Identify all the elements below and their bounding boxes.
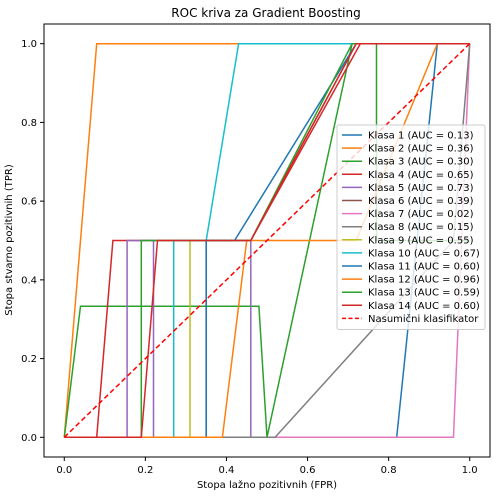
x-tick-label: 1.0	[462, 465, 478, 476]
legend-entry-2: Klasa 2 (AUC = 0.36)	[368, 144, 474, 155]
legend-entry-5: Klasa 5 (AUC = 0.73)	[368, 183, 474, 194]
legend: Klasa 1 (AUC = 0.13) Klasa 2 (AUC = 0.36)…	[336, 124, 486, 330]
legend-entry-14: Klasa 14 (AUC = 0.60)	[368, 301, 480, 312]
legend-entry-1: Klasa 1 (AUC = 0.13)	[368, 131, 474, 142]
y-tick-label: 0.8	[21, 118, 37, 129]
legend-entry-10: Klasa 10 (AUC = 0.67)	[368, 248, 480, 259]
chart-title: ROC kriva za Gradient Boosting	[171, 6, 360, 20]
x-tick-label: 0.0	[56, 465, 72, 476]
y-axis-label: Stopa stvarno pozitivnih (TPR)	[4, 164, 15, 316]
legend-entry-6: Klasa 6 (AUC = 0.39)	[368, 196, 474, 207]
x-axis-label: Stopa lažno pozitivnih (FPR)	[197, 479, 337, 491]
legend-entry-8: Klasa 8 (AUC = 0.15)	[368, 222, 474, 233]
y-tick-label: 0.0	[21, 433, 37, 444]
plot-frame	[43, 23, 491, 458]
y-tick-label: 1.0	[21, 39, 37, 50]
legend-entry-7: Klasa 7 (AUC = 0.02)	[368, 209, 474, 220]
x-tick-label: 0.8	[381, 465, 397, 476]
legend-box	[336, 124, 486, 330]
legend-entry-4: Klasa 4 (AUC = 0.65)	[368, 170, 474, 181]
series-line-14	[64, 42, 470, 439]
x-tick-label: 0.6	[300, 465, 316, 476]
legend-entry-13: Klasa 13 (AUC = 0.59)	[368, 288, 480, 299]
legend-entry-12: Klasa 12 (AUC = 0.96)	[368, 275, 480, 286]
legend-entry-9: Klasa 9 (AUC = 0.55)	[368, 235, 474, 246]
y-tick-label: 0.4	[21, 275, 37, 286]
y-tick-label: 0.6	[21, 197, 37, 208]
y-tick-label: 0.2	[21, 354, 37, 365]
legend-entry-15: Nasumični klasifikator	[368, 313, 479, 325]
legend-entry-11: Klasa 11 (AUC = 0.60)	[368, 262, 480, 273]
x-tick-label: 0.4	[219, 465, 235, 476]
series-line-15	[63, 43, 471, 438]
x-tick-label: 0.2	[137, 465, 153, 476]
legend-entry-3: Klasa 3 (AUC = 0.30)	[368, 157, 474, 168]
